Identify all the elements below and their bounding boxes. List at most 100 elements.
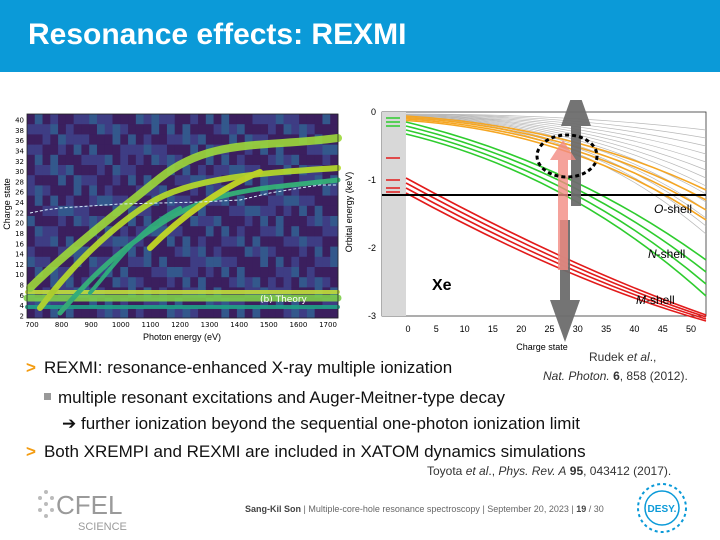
bullet-2-text: multiple resonant excitations and Auger-… <box>58 388 505 407</box>
footer-sep: | <box>479 504 488 514</box>
left-ytick-label: 24 <box>15 199 24 207</box>
left-xlabel: Photon energy (eV) <box>143 332 221 342</box>
right-xtick-label: 35 <box>601 324 611 334</box>
footer-page: 19 <box>576 504 587 514</box>
ref1-authors: Rudek <box>589 350 628 364</box>
right-xtick-label: 25 <box>544 324 554 334</box>
left-ytick-label: 4 <box>20 302 25 310</box>
element-label: Xe <box>432 277 452 294</box>
ref2-pages: , 043412 (2017). <box>583 464 672 478</box>
resonance-arrows <box>550 84 591 342</box>
left-ytick-label: 34 <box>15 147 24 155</box>
charge-state-heatmap: Charge state (b) Theory 40 38 36 34 32 30 28 26… <box>0 108 342 344</box>
right-xtick-label: 15 <box>488 324 498 334</box>
left-xtick-label: 900 <box>85 321 98 329</box>
left-xtick-label: 700 <box>25 321 38 329</box>
right-ytick-label: -2 <box>368 243 376 253</box>
right-xtick-label: 10 <box>460 324 470 334</box>
left-ytick-label: 18 <box>15 230 24 238</box>
right-ylabel: Orbital energy (keV) <box>344 172 354 253</box>
right-ytick-label: -3 <box>368 311 376 321</box>
bullet-1: > REXMI: resonance-enhanced X-ray multipl… <box>26 358 453 377</box>
left-xtick-label: 1100 <box>141 321 159 329</box>
grey-orbital-curve <box>405 116 707 179</box>
left-xtick-label: 1200 <box>171 321 189 329</box>
grey-orbital-curve <box>405 115 707 171</box>
grey-orbital-curve <box>405 116 707 187</box>
ref-rudek-line2: Nat. Photon. 6, 858 (2012). <box>543 369 688 383</box>
right-xtick-label: 40 <box>629 324 639 334</box>
left-ytick-label: 14 <box>15 251 24 259</box>
bullet-4: > Both XREMPI and REXMI are included in X… <box>26 442 586 461</box>
footer-sep: | <box>568 504 577 514</box>
left-xtick-label: 1400 <box>230 321 248 329</box>
bullet-4-text: Both XREMPI and REXMI are included in XA… <box>43 442 586 461</box>
left-ytick-label: 22 <box>15 209 24 217</box>
right-xtick-label: 50 <box>686 324 696 334</box>
grey-orbital-curve <box>405 115 707 163</box>
left-ytick-label: 8 <box>20 282 24 290</box>
left-ytick-label: 20 <box>15 220 24 228</box>
left-ytick-label: 40 <box>15 117 24 125</box>
slide-title: Resonance effects: REXMI <box>28 18 407 51</box>
left-ytick-label: 32 <box>15 158 24 166</box>
ref2-volume: 95 <box>569 464 584 478</box>
ref1-etal: et al <box>627 350 650 364</box>
ref2-journal: Phys. Rev. A <box>498 464 567 478</box>
ref1-journal: Nat. Photon. <box>543 369 610 383</box>
right-xlabel: Charge state <box>516 342 568 352</box>
left-ytick-label: 16 <box>15 240 24 248</box>
left-ytick-label: 6 <box>20 292 25 300</box>
left-xtick-label: 800 <box>55 321 68 329</box>
left-ytick-label: 28 <box>15 178 24 186</box>
left-xtick-label: 1300 <box>201 321 219 329</box>
bullet-3: ➔ further ionization beyond the sequenti… <box>62 414 580 434</box>
right-xtick-label: 30 <box>573 324 583 334</box>
left-ytick-label: 2 <box>20 313 24 321</box>
left-ytick-label: 12 <box>15 261 24 269</box>
desy-logo: DESY. <box>636 482 688 534</box>
left-ylabel: Charge state <box>2 178 12 230</box>
n-shell-label: N-shell <box>648 247 685 261</box>
m-shell-label: M-shell <box>636 293 675 307</box>
ref-toyota: Toyota et al., Phys. Rev. A 95, 043412 (… <box>427 464 671 478</box>
grey-orbital-curve <box>405 113 707 131</box>
left-xtick-label: 1700 <box>319 321 337 329</box>
grey-orbital-curve <box>405 116 707 195</box>
ref2-authors: Toyota <box>427 464 466 478</box>
ref1-dot: ., <box>649 350 657 364</box>
bullet-1-text: REXMI: resonance-enhanced X-ray multiple… <box>43 358 453 377</box>
desy-word: DESY. <box>648 504 677 515</box>
ref2-dot: ., <box>488 464 499 478</box>
left-ytick-label: 38 <box>15 127 24 135</box>
right-xtick-label: 20 <box>516 324 526 334</box>
ref1-volume: 6 <box>613 369 620 383</box>
left-xtick-label: 1600 <box>289 321 307 329</box>
o-shell-curve <box>405 115 707 191</box>
right-ytick-label: 0 <box>371 107 376 117</box>
footer-total: / 30 <box>586 504 604 514</box>
bullet-2: multiple resonant excitations and Auger-… <box>44 388 505 408</box>
cfel-sub: SCIENCE <box>78 521 127 533</box>
ref2-etal: et al <box>465 464 489 478</box>
o-shell-label: O-shell <box>654 202 692 216</box>
title-bar: Resonance effects: REXMI <box>0 0 720 72</box>
footer-talk: Multiple-core-hole resonance spectroscop… <box>308 504 480 514</box>
ref-rudek-line1: Rudek et al., <box>589 350 656 364</box>
left-ytick-label: 30 <box>15 168 24 176</box>
square-bullet-icon <box>44 393 51 401</box>
right-xtick-label: 0 <box>405 324 410 334</box>
left-xtick-label: 1000 <box>112 321 130 329</box>
ref1-pages: , 858 (2012). <box>619 369 688 383</box>
bullet-3-text: ➔ further ionization beyond the sequenti… <box>62 414 580 433</box>
resonance-highlight-ellipse <box>535 133 599 179</box>
cfel-word: CFEL <box>56 490 122 520</box>
footer: Sang-Kil Son | Multiple-core-hole resona… <box>245 504 604 514</box>
left-ytick-label: 36 <box>15 137 24 145</box>
cfel-logo: CFEL SCIENCE <box>34 484 144 534</box>
right-xtick-label: 5 <box>434 324 439 334</box>
left-ytick-label: 10 <box>15 271 24 279</box>
orbital-energy-plot: Orbital energy (keV) Xe O-shell N-shell … <box>342 84 714 358</box>
left-xtick-label: 1500 <box>260 321 278 329</box>
right-xtick-label: 45 <box>658 324 668 334</box>
